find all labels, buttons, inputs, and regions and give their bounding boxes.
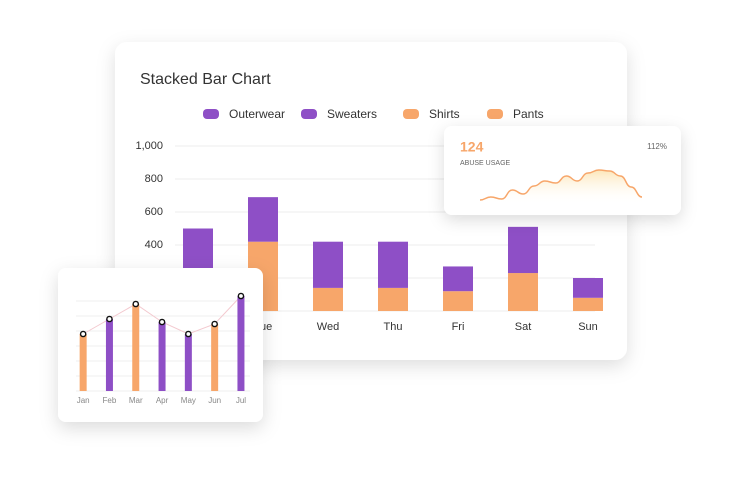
headline: 124: [460, 139, 484, 155]
bar-segment: [313, 241, 343, 288]
bar-dot: [132, 300, 140, 308]
x-tick-label: Feb: [103, 396, 117, 405]
bar: [132, 304, 140, 391]
legend-swatch: [487, 109, 503, 119]
change: 112%: [647, 142, 667, 151]
bar-segment: [573, 297, 603, 311]
bar-dot: [237, 292, 245, 300]
x-tick-label: Jul: [236, 396, 246, 405]
legend-label: Sweaters: [327, 107, 377, 121]
bar-segment: [573, 278, 603, 298]
y-tick-label: 800: [145, 173, 163, 185]
bar-dot: [158, 318, 166, 326]
bar: [211, 324, 219, 391]
bar-segment: [248, 197, 278, 242]
bar-segment: [378, 241, 408, 288]
legend-swatch: [301, 109, 317, 119]
bar: [158, 322, 166, 391]
y-tick-label: 600: [145, 206, 163, 218]
bar-segment: [183, 228, 213, 270]
legend-label: Pants: [513, 107, 544, 121]
x-tick-label: Sun: [578, 321, 598, 333]
bar-segment: [443, 266, 473, 292]
bar-segment: [313, 287, 343, 311]
legend-label: Outerwear: [229, 107, 285, 121]
bar-dot: [106, 315, 113, 323]
bar-segment: [508, 273, 538, 311]
x-tick-label: Jan: [77, 396, 90, 405]
sparkline-area: [480, 170, 642, 204]
legend-swatch: [203, 109, 219, 119]
x-tick-label: Mar: [129, 396, 143, 405]
bar-dot: [185, 330, 192, 338]
bar-segment: [378, 287, 408, 311]
x-tick-label: Sat: [515, 321, 532, 333]
legend-swatch: [403, 109, 419, 119]
y-tick-label: 400: [145, 239, 163, 251]
subtitle: ABUSE USAGE: [460, 160, 511, 167]
bar-dot: [79, 330, 87, 338]
legend-label: Shirts: [429, 107, 460, 121]
sparkline: [479, 169, 643, 201]
bar: [237, 296, 245, 391]
bar-segment: [443, 291, 473, 311]
chart-title: Stacked Bar Chart: [140, 71, 271, 88]
bar: [184, 334, 192, 391]
bar-segment: [508, 226, 538, 274]
bar-dot: [211, 320, 218, 328]
y-tick-label: 1,000: [135, 140, 163, 152]
x-tick-label: Fri: [452, 321, 465, 333]
bar: [79, 334, 87, 391]
x-tick-label: Apr: [156, 396, 169, 405]
x-tick-label: Thu: [384, 321, 403, 333]
bar: [105, 319, 113, 391]
x-tick-label: May: [181, 396, 196, 405]
x-tick-label: Jun: [208, 396, 221, 405]
x-tick-label: Wed: [317, 321, 339, 333]
